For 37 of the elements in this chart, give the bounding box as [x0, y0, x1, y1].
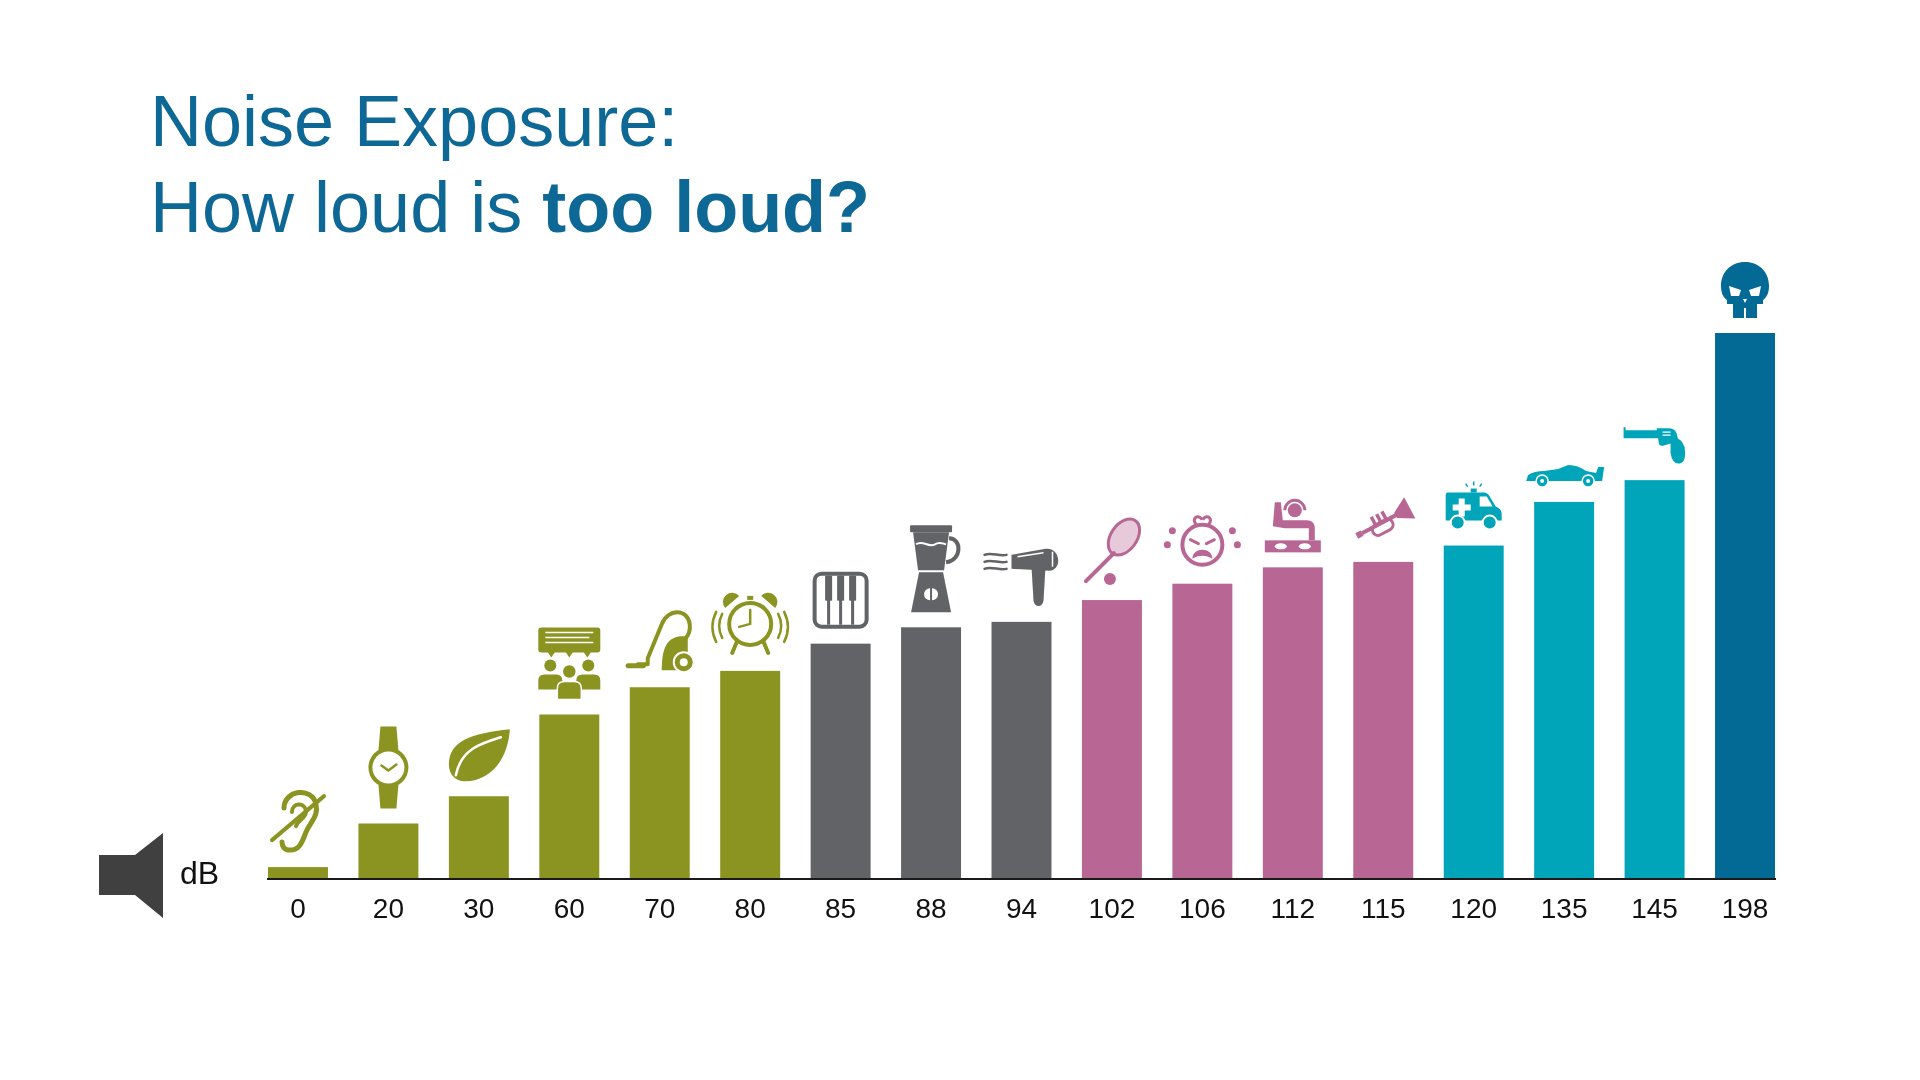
- x-tick-label: 60: [553, 893, 585, 924]
- bar: [448, 796, 509, 878]
- x-tick-label: 94: [1005, 893, 1038, 924]
- x-axis-title: dB: [180, 855, 220, 891]
- x-tick-label: 30: [463, 893, 495, 924]
- x-tick-label: 120: [1450, 893, 1498, 924]
- bar: [1715, 333, 1775, 878]
- x-tick-label: 85: [825, 893, 857, 924]
- bar: [1172, 583, 1233, 878]
- x-tick-label: 115: [1360, 893, 1406, 924]
- x-tick-label: 145: [1631, 893, 1678, 924]
- x-tick-label: 88: [915, 893, 947, 924]
- chart-title: Noise Exposure:: [150, 81, 679, 161]
- bar: [991, 621, 1052, 878]
- x-tick-label: 106: [1179, 893, 1226, 924]
- x-tick-label: 198: [1721, 893, 1769, 924]
- bar: [358, 823, 419, 878]
- x-tick-label: 102: [1088, 893, 1136, 924]
- x-tick-label: 0: [290, 893, 306, 924]
- bar: [810, 643, 871, 878]
- bar: [1534, 501, 1595, 878]
- bar: [1081, 600, 1142, 878]
- bar: [720, 670, 781, 878]
- bar: [268, 867, 328, 878]
- x-tick-label: 20: [372, 893, 404, 924]
- bar: [539, 714, 600, 878]
- bar: [1443, 545, 1504, 878]
- chart-subtitle: How loud is too loud?: [150, 167, 871, 247]
- bar: [901, 627, 962, 878]
- bar: [1624, 480, 1685, 878]
- x-tick-label: 112: [1270, 893, 1316, 924]
- x-tick-label: 70: [644, 893, 676, 924]
- x-tick-label: 80: [734, 893, 766, 924]
- bar: [629, 687, 690, 878]
- bar: [1353, 561, 1414, 878]
- x-tick-label: 135: [1540, 893, 1588, 924]
- bar: [1262, 567, 1323, 878]
